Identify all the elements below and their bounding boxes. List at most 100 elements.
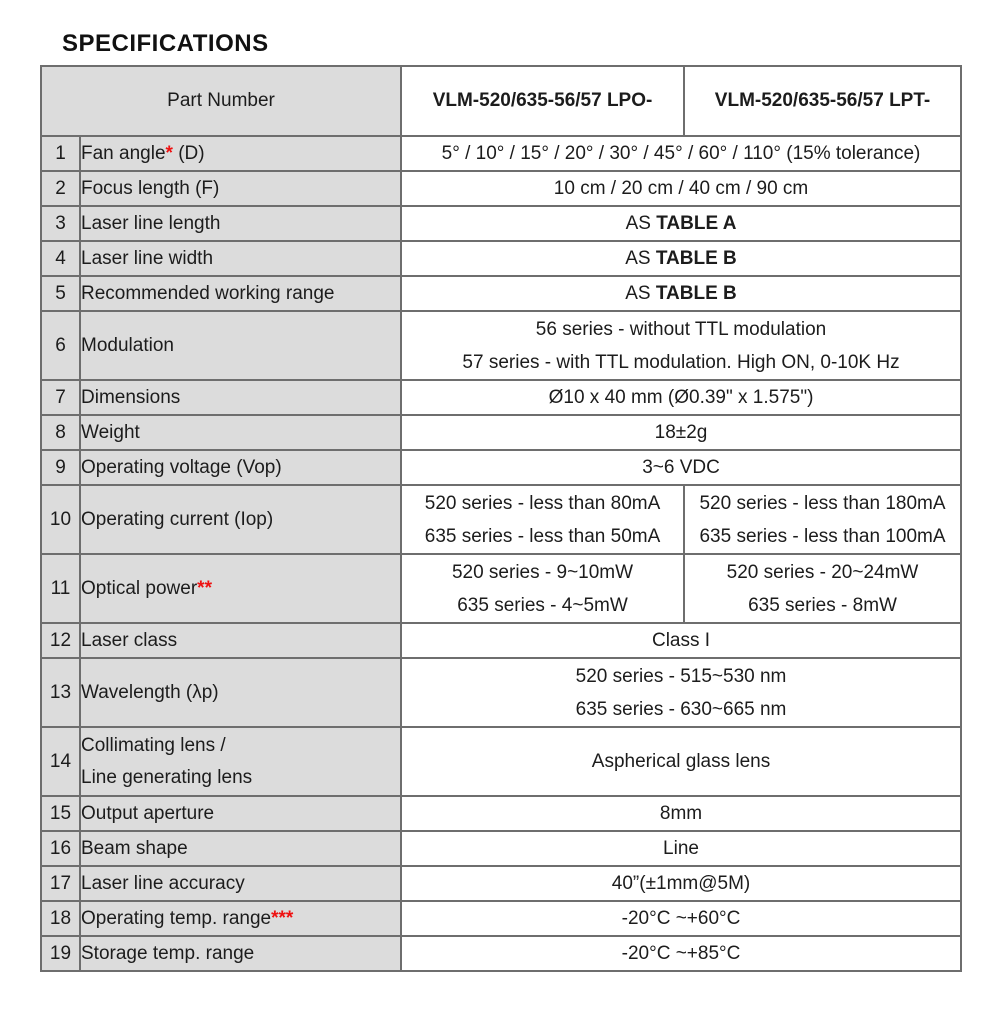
row-number: 12: [40, 622, 81, 659]
table-row: 9 Operating voltage (Vop) 3~6 VDC: [40, 449, 963, 486]
row-value-line2: 635 series - 4~5mW: [457, 594, 628, 616]
row-value: -20°C ~+60°C: [400, 900, 963, 937]
row-label: Modulation: [78, 310, 403, 381]
column-header-lpt: VLM-520/635-56/57 LPT-: [683, 65, 963, 137]
row-label-text: Optical power: [81, 577, 198, 599]
row-value-bold: TABLE B: [655, 282, 737, 304]
row-value-line2: 635 series - 630~665 nm: [575, 698, 787, 720]
row-value: AS TABLE B: [400, 275, 963, 312]
row-label: Output aperture: [78, 795, 403, 832]
row-value-prefix: AS: [625, 212, 657, 234]
row-value-line1: 520 series - 9~10mW: [451, 561, 634, 583]
row-value: 10 cm / 20 cm / 40 cm / 90 cm: [400, 170, 963, 207]
table-row: 17 Laser line accuracy 40”(±1mm@5M): [40, 865, 963, 902]
row-label-text: Fan angle: [81, 142, 166, 164]
row-label: Fan angle* (D): [78, 135, 403, 172]
row-label: Beam shape: [78, 830, 403, 867]
row-label: Operating voltage (Vop): [78, 449, 403, 486]
row-label: Optical power**: [78, 553, 403, 624]
row-label: Storage temp. range: [78, 935, 403, 972]
row-number: 13: [40, 657, 81, 728]
row-value-line1: 520 series - 20~24mW: [726, 561, 919, 583]
footnote-mark: *: [165, 142, 173, 164]
table-row: 1 Fan angle* (D) 5° / 10° / 15° / 20° / …: [40, 135, 963, 172]
row-label-suffix: (D): [172, 142, 205, 164]
row-value: 5° / 10° / 15° / 20° / 30° / 45° / 60° /…: [400, 135, 963, 172]
table-row: 7 Dimensions Ø10 x 40 mm (Ø0.39" x 1.575…: [40, 379, 963, 416]
table-row: 19 Storage temp. range -20°C ~+85°C: [40, 935, 963, 972]
row-value-lpt: 520 series - less than 180mA 635 series …: [683, 484, 963, 555]
row-label: Weight: [78, 414, 403, 451]
row-value-line1: 520 series - less than 180mA: [699, 492, 946, 514]
footnote-mark: **: [197, 577, 212, 599]
row-number: 5: [40, 275, 81, 312]
row-label: Recommended working range: [78, 275, 403, 312]
row-label: Focus length (F): [78, 170, 403, 207]
row-value: 40”(±1mm@5M): [400, 865, 963, 902]
row-label: Operating temp. range***: [78, 900, 403, 937]
row-number: 1: [40, 135, 81, 172]
table-header-row: Part Number VLM-520/635-56/57 LPO- VLM-5…: [39, 65, 963, 137]
row-number: 17: [40, 865, 81, 902]
row-value: Ø10 x 40 mm (Ø0.39" x 1.575"): [400, 379, 963, 416]
row-value: Class I: [400, 622, 963, 659]
row-value-lpo: 520 series - 9~10mW 635 series - 4~5mW: [400, 553, 686, 624]
row-value-bold: TABLE A: [656, 212, 737, 234]
row-number: 3: [40, 205, 81, 242]
row-number: 6: [40, 310, 81, 381]
row-value: Line: [400, 830, 963, 867]
row-label: Operating current (Iop): [78, 484, 403, 555]
table-row: 10 Operating current (Iop) 520 series - …: [40, 484, 963, 555]
table-row: 18 Operating temp. range*** -20°C ~+60°C: [40, 900, 963, 937]
row-number: 11: [40, 553, 81, 624]
row-label: Laser line width: [78, 240, 403, 277]
table-row: 13 Wavelength (λp) 520 series - 515~530 …: [40, 657, 963, 728]
part-number-header: Part Number: [39, 65, 403, 137]
row-value-prefix: AS: [625, 247, 656, 269]
row-value-lpt: 520 series - 20~24mW 635 series - 8mW: [683, 553, 963, 624]
row-label-line1: Collimating lens /: [81, 734, 226, 756]
row-value-lpo: 520 series - less than 80mA 635 series -…: [400, 484, 686, 555]
row-label-line2: Line generating lens: [81, 766, 253, 788]
row-number: 15: [40, 795, 81, 832]
column-header-lpo: VLM-520/635-56/57 LPO-: [400, 65, 686, 137]
row-value: Aspherical glass lens: [400, 726, 963, 797]
row-label: Wavelength (λp): [78, 657, 403, 728]
row-label: Collimating lens / Line generating lens: [78, 726, 403, 797]
row-number: 7: [40, 379, 81, 416]
table-row: 15 Output aperture 8mm: [40, 795, 963, 832]
row-label: Laser class: [78, 622, 403, 659]
table-row: 8 Weight 18±2g: [40, 414, 963, 451]
table-row: 3 Laser line length AS TABLE A: [40, 205, 963, 242]
row-value-line2: 635 series - 8mW: [748, 594, 897, 616]
row-number: 14: [40, 726, 81, 797]
row-number: 16: [40, 830, 81, 867]
table-row: 12 Laser class Class I: [40, 622, 963, 659]
row-value-prefix: AS: [625, 282, 656, 304]
table-row: 5 Recommended working range AS TABLE B: [40, 275, 963, 312]
table-row: 4 Laser line width AS TABLE B: [40, 240, 963, 277]
table-row: 14 Collimating lens / Line generating le…: [40, 726, 963, 797]
row-value-line1: 56 series - without TTL modulation: [535, 318, 827, 340]
row-value: 56 series - without TTL modulation 57 se…: [400, 310, 963, 381]
footnote-mark: ***: [271, 907, 294, 929]
table-row: 11 Optical power** 520 series - 9~10mW 6…: [40, 553, 963, 624]
table-row: 16 Beam shape Line: [40, 830, 963, 867]
row-value-line1: 520 series - less than 80mA: [424, 492, 661, 514]
row-number: 18: [40, 900, 81, 937]
row-number: 8: [40, 414, 81, 451]
row-value: AS TABLE B: [400, 240, 963, 277]
row-value-bold: TABLE B: [655, 247, 737, 269]
row-value: 520 series - 515~530 nm 635 series - 630…: [400, 657, 963, 728]
row-value: 18±2g: [400, 414, 963, 451]
row-value: AS TABLE A: [400, 205, 963, 242]
row-value-line1: 520 series - 515~530 nm: [575, 665, 787, 687]
row-value: -20°C ~+85°C: [400, 935, 963, 972]
table-row: 6 Modulation 56 series - without TTL mod…: [40, 310, 963, 381]
table-row: 2 Focus length (F) 10 cm / 20 cm / 40 cm…: [40, 170, 963, 207]
row-number: 10: [40, 484, 81, 555]
row-number: 4: [40, 240, 81, 277]
row-number: 9: [40, 449, 81, 486]
specifications-table: Part Number VLM-520/635-56/57 LPO- VLM-5…: [39, 65, 963, 972]
row-label: Dimensions: [78, 379, 403, 416]
